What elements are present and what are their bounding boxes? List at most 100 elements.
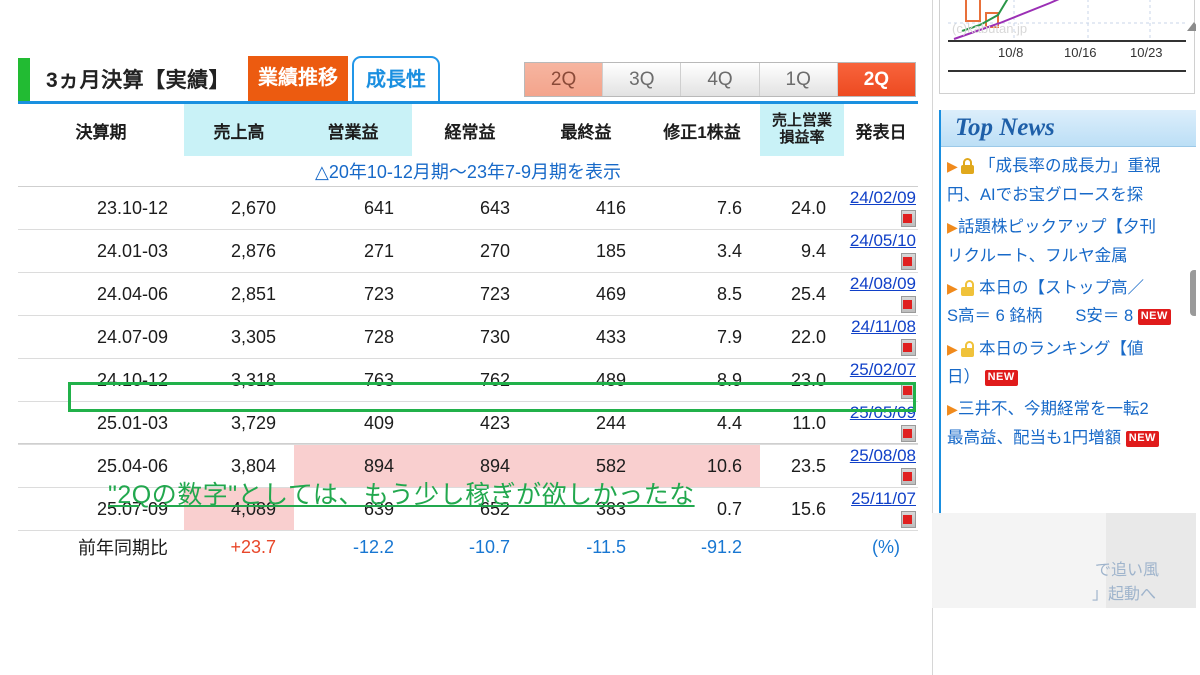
cell-operating-margin: 25.4 <box>790 283 826 304</box>
news-item[interactable]: ▶ 本日のランキング【値 日） NEW <box>947 338 1200 390</box>
quarter-selector[interactable]: 2Q 3Q 4Q 1Q 2Q <box>524 62 916 97</box>
cell-operating-margin: 11.0 <box>792 412 826 433</box>
page-right-edge <box>1196 0 1200 675</box>
col-header-announce-date[interactable]: 発表日 <box>855 122 907 142</box>
bullet-arrow-icon: ▶ <box>947 340 958 357</box>
announce-date-link[interactable]: 24/11/08 <box>851 317 916 336</box>
panel-header: 3ヵ月決算【実績】 業績推移 成長性 <box>18 56 918 104</box>
chart-watermark: (c)kabutan.jp <box>952 21 1028 36</box>
top-news-heading: Top News <box>955 114 1055 141</box>
col-header-sales[interactable]: 売上高 <box>184 104 294 156</box>
announce-date-link[interactable]: 24/05/10 <box>849 231 916 250</box>
col-header-term[interactable]: 決算期 <box>75 122 127 142</box>
cell-net-profit: 416 <box>595 197 626 218</box>
col-header-net-profit[interactable]: 最終益 <box>560 122 612 142</box>
quarter-button-4q[interactable]: 4Q <box>681 63 760 96</box>
cell-term: 23.10-12 <box>96 197 168 218</box>
table-note: △20年10-12月期～23年7-9月期を表示 <box>18 156 918 187</box>
table-bottom-rule <box>18 443 918 444</box>
scroll-up-arrow-icon[interactable] <box>1187 22 1200 31</box>
col-header-operating-margin[interactable]: 売上営業 損益率 <box>760 104 844 156</box>
open-lock-icon <box>960 340 975 357</box>
cell-net-profit: 383 <box>595 498 626 519</box>
cell-operating-margin: 24.0 <box>790 197 826 218</box>
news-headline[interactable]: 三井不、今期経常を一転2 <box>958 400 1149 419</box>
pdf-icon[interactable] <box>901 339 916 356</box>
announce-date-link[interactable]: 24/08/09 <box>849 274 916 293</box>
tab-growth[interactable]: 成長性 <box>352 56 440 102</box>
earnings-table-body: △20年10-12月期～23年7-9月期を表示 23.10-12 2,670 641 6… <box>18 156 918 563</box>
yoy-unit: (%) <box>872 536 900 557</box>
col-header-eps[interactable]: 修正1株益 <box>663 122 741 142</box>
pdf-icon[interactable] <box>901 511 916 528</box>
news-subline[interactable]: 日） <box>947 368 980 387</box>
cell-eps: 3.4 <box>716 240 742 261</box>
pdf-icon[interactable] <box>901 210 916 227</box>
chart-svg <box>948 0 1186 40</box>
cell-term: 24.04-06 <box>96 283 168 304</box>
cell-net-profit: 582 <box>528 444 644 488</box>
table-row: 23.10-12 2,670 641 643 416 7.6 24.0 24/02/09 <box>18 187 918 230</box>
table-row: 24.04-06 2,851 723 723 469 8.5 25.4 24/08/09 <box>18 273 918 316</box>
cell-term: 24.07-09 <box>96 326 168 347</box>
cell-sales: 3,804 <box>230 455 276 476</box>
news-item[interactable]: ▶話題株ピックアップ【夕刊 リクルート、フルヤ金属 <box>947 216 1200 268</box>
announce-date-link[interactable]: 25/05/09 <box>849 403 916 422</box>
cell-sales: 2,670 <box>230 197 276 218</box>
cell-operating-profit: 728 <box>363 326 394 347</box>
cell-eps: 0.7 <box>716 498 742 519</box>
cell-operating-profit: 641 <box>363 197 394 218</box>
chart-xtick-2: 10/16 <box>1064 45 1097 60</box>
cell-term: 25.07-09 <box>96 498 168 519</box>
quarter-button-3q[interactable]: 3Q <box>603 63 682 96</box>
top-news-panel: Top News ▶ 「成長率の成長力」重視円、AIでお宝グロースを探 ▶ 話題株ピッ… <box>939 110 1200 515</box>
tab-performance-trend[interactable]: 業績推移 <box>248 56 348 102</box>
news-item[interactable]: ▶ 本日の【ストップ高／ S高＝ 6 銘柄 S安＝ 8 NEW <box>947 277 1200 329</box>
cell-term: 25.01-03 <box>96 412 168 433</box>
cell-announce-date: 24/05/10 <box>844 230 918 273</box>
table-row-yoy: 前年同期比 +23.7 -12.2 -10.7 -11.5 -91.2 (%) <box>18 531 918 564</box>
announce-date-link[interactable]: 25/02/07 <box>849 360 916 379</box>
overlay-text-2: 」起動へ <box>1092 586 1157 603</box>
cell-net-profit: 244 <box>595 412 626 433</box>
cell-ordinary-profit: 270 <box>479 240 510 261</box>
cell-ordinary-profit: 723 <box>479 283 510 304</box>
col-header-operating-profit[interactable]: 営業益 <box>294 104 412 156</box>
news-headline[interactable]: 本日のランキング【値 <box>979 339 1144 358</box>
quarter-button-2q-first[interactable]: 2Q <box>525 63 604 96</box>
green-accent-bar <box>18 58 30 102</box>
news-headline[interactable]: 本日の【ストップ高／ <box>979 278 1144 297</box>
announce-date-link[interactable]: 25/08/08 <box>849 446 916 465</box>
stock-candlestick-chart[interactable]: (c)kabutan.jp 10/8 10/16 10/23 <box>939 0 1195 94</box>
pdf-icon[interactable] <box>901 296 916 313</box>
yoy-margin <box>760 531 844 564</box>
news-headline[interactable]: 話題株ピックアップ【夕刊 <box>958 217 1156 236</box>
news-item[interactable]: ▶ 「成長率の成長力」重視円、AIでお宝グロースを探 <box>947 155 1200 207</box>
cell-eps: 8.5 <box>716 283 742 304</box>
sidebar-scrollbar-thumb[interactable] <box>1190 270 1199 316</box>
announce-date-link[interactable]: 24/02/09 <box>849 188 916 207</box>
quarter-button-2q-selected[interactable]: 2Q <box>837 63 916 96</box>
cell-sales: 3,305 <box>230 326 276 347</box>
cell-ordinary-profit: 643 <box>479 197 510 218</box>
bullet-arrow-icon: ▶ <box>947 158 958 174</box>
announce-date-link[interactable]: 25/11/07 <box>851 489 916 508</box>
news-subline[interactable]: 最高益、配当も1円増額 <box>947 429 1122 448</box>
pdf-icon[interactable] <box>901 253 916 270</box>
table-row: 24.07-09 3,305 728 730 433 7.9 22.0 24/11/08 <box>18 316 918 359</box>
cell-operating-profit: 639 <box>363 498 394 519</box>
cell-eps: 4.4 <box>716 412 742 433</box>
news-subline[interactable]: 円、AIでお宝グロースを探 <box>947 185 1144 204</box>
news-item[interactable]: ▶三井不、今期経常を一転2 最高益、配当も1円増額 NEW <box>947 398 1200 450</box>
earnings-table-wrap: 決算期 売上高 営業益 経常益 最終益 修正1株益 売上営業 損益率 発表日 △2… <box>18 104 918 563</box>
col-header-ordinary-profit[interactable]: 経常益 <box>444 122 496 142</box>
cell-net-profit: 469 <box>595 283 626 304</box>
pdf-icon[interactable] <box>901 425 916 442</box>
quarter-button-1q[interactable]: 1Q <box>759 63 838 96</box>
news-subline[interactable]: リクルート、フルヤ金属 <box>947 246 1128 265</box>
news-subline[interactable]: S高＝ 6 銘柄 S安＝ 8 <box>947 307 1134 326</box>
cell-operating-margin: 23.5 <box>790 455 826 476</box>
pdf-icon[interactable] <box>901 468 916 485</box>
news-headline[interactable]: 「成長率の成長力」重視 <box>979 157 1161 175</box>
pdf-icon[interactable] <box>901 382 916 399</box>
